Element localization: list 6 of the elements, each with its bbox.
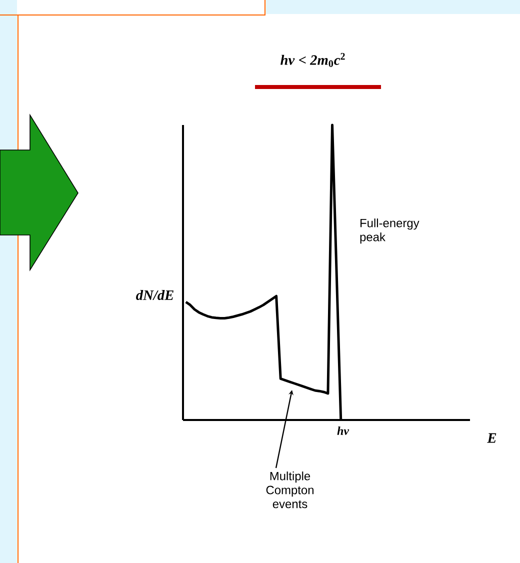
text: hν xyxy=(337,426,350,435)
chart-title: hν < 2m$_{0}$c$^{2}$ xyxy=(280,52,345,68)
text: E xyxy=(487,433,496,443)
text: Multiple Compton events xyxy=(266,472,314,508)
text: Full-energy peak xyxy=(360,218,420,244)
y-axis-title: dN/dE xyxy=(136,290,174,300)
